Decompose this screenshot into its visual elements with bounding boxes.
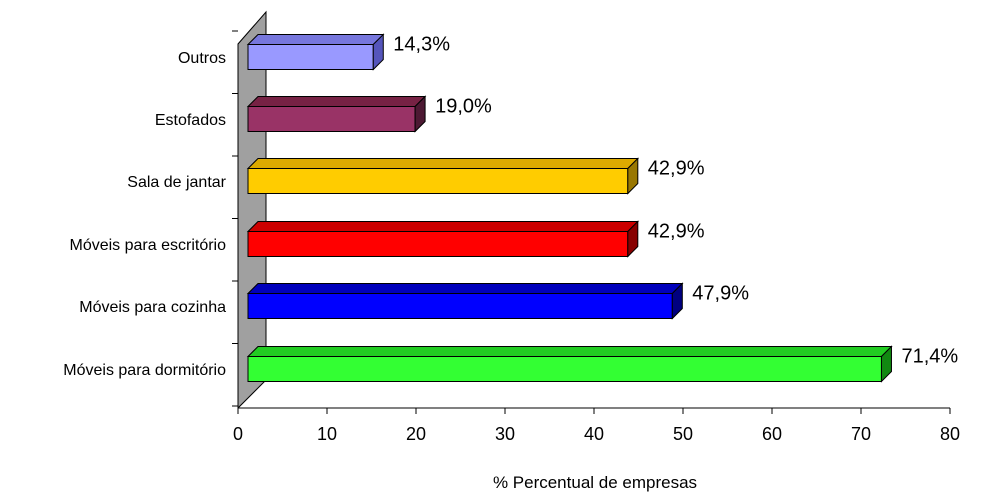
- bar-top-face: [246, 34, 385, 45]
- x-tick-label: 70: [851, 424, 871, 444]
- category-label: Sala de jantar: [127, 174, 226, 191]
- bar-value-label: 42,9%: [648, 221, 705, 243]
- bar: [247, 44, 374, 70]
- x-tick-label: 10: [317, 424, 337, 444]
- category-label: Móveis para cozinha: [79, 299, 226, 316]
- bar: [247, 356, 882, 382]
- bar-side-face: [671, 282, 683, 320]
- x-tick-label: 50: [673, 424, 693, 444]
- bar-value-label: 71,4%: [901, 346, 958, 368]
- x-tick-label: 20: [406, 424, 426, 444]
- category-label: Estofados: [155, 112, 226, 129]
- bar: [247, 106, 416, 132]
- bar-side-face: [627, 157, 639, 195]
- x-tick-label: 60: [762, 424, 782, 444]
- bar: [247, 168, 629, 194]
- category-label: Móveis para escritório: [70, 237, 227, 254]
- bar-side-face: [880, 345, 892, 383]
- bar-top-face: [246, 158, 640, 169]
- bar-side-face: [414, 95, 426, 133]
- x-axis-title: % Percentual de empresas: [493, 473, 697, 492]
- category-label: Móveis para dormitório: [63, 362, 226, 379]
- bar-side-face: [627, 220, 639, 258]
- x-tick-label: 80: [940, 424, 960, 444]
- bar-top-face: [246, 346, 893, 357]
- bar: [247, 231, 629, 257]
- x-tick-label: 30: [495, 424, 515, 444]
- category-label: Outros: [178, 50, 226, 67]
- bar-value-label: 42,9%: [648, 158, 705, 180]
- x-tick-label: 40: [584, 424, 604, 444]
- bar: [247, 293, 673, 319]
- bar-side-face: [372, 33, 384, 71]
- bar-value-label: 47,9%: [692, 283, 749, 305]
- bar-value-label: 19,0%: [435, 96, 492, 118]
- x-tick-label: 0: [233, 424, 243, 444]
- bar-top-face: [246, 283, 684, 294]
- bar-top-face: [246, 221, 640, 232]
- bar-top-face: [246, 96, 427, 107]
- bar-value-label: 14,3%: [393, 34, 450, 56]
